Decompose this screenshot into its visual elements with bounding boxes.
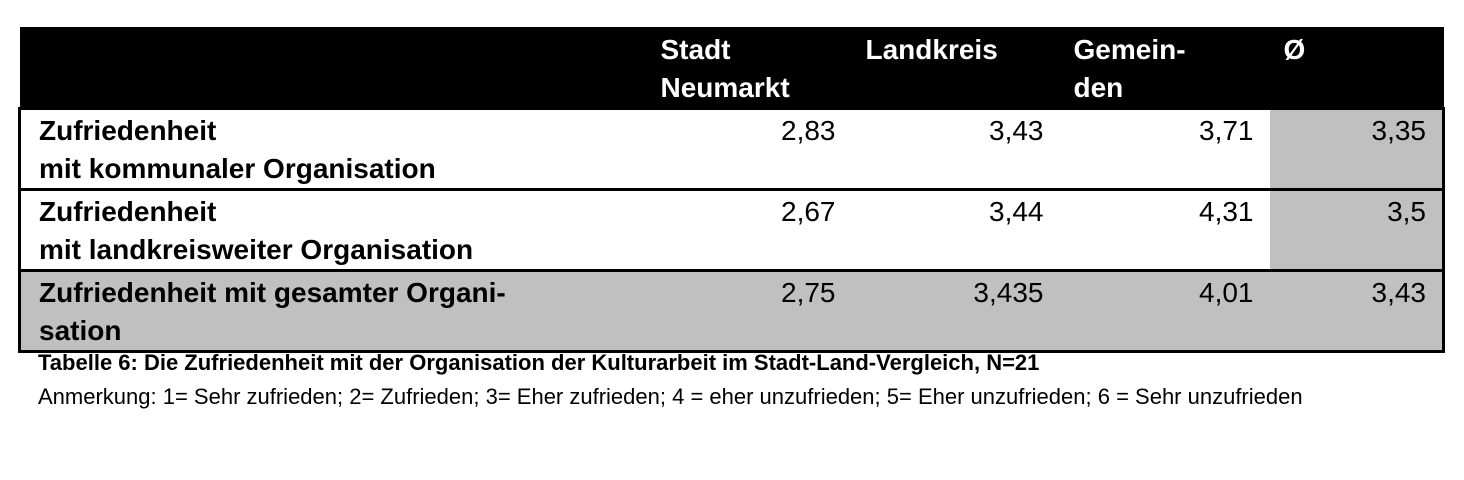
header-row: Stadt Neumarkt Landkreis Gemein- den Ø (19, 27, 1444, 109)
header-cell: Stadt Neumarkt (660, 34, 790, 103)
caption: Tabelle 6: Die Zufriedenheit mit der Org… (38, 348, 1438, 416)
row-label: Zufriedenheit mit gesamter Organi- satio… (39, 277, 506, 346)
row-label: Zufriedenheit mit landkreisweiter Organi… (39, 196, 474, 265)
cell: 3,71 (1199, 115, 1254, 146)
total-row: Zufriedenheit mit gesamter Organi- satio… (19, 270, 1444, 352)
header-cell (20, 27, 647, 109)
avg-cell: 3,5 (1269, 189, 1444, 271)
caption-title: Tabelle 6: Die Zufriedenheit mit der Org… (38, 350, 1040, 375)
avg-cell: 3,35 (1269, 108, 1444, 190)
cell: 2,83 (781, 115, 836, 146)
cell: 3,435 (973, 277, 1044, 308)
header-cell: Landkreis (865, 34, 998, 65)
caption-note: Anmerkung: 1= Sehr zufrieden; 2= Zufried… (38, 384, 1303, 409)
cell: 3,44 (989, 196, 1044, 227)
cell: 4,31 (1199, 196, 1254, 227)
table-head: Stadt Neumarkt Landkreis Gemein- den Ø (19, 27, 1444, 109)
cell: 4,01 (1199, 277, 1254, 308)
cell: 2,67 (781, 196, 836, 227)
header-cell: Gemein- den (1073, 34, 1186, 103)
cell: 3,43 (989, 115, 1044, 146)
table-body: Zufriedenheit mit kommunaler Organisatio… (19, 108, 1444, 352)
cell: 2,75 (781, 277, 836, 308)
table-row: Zufriedenheit mit kommunaler Organisatio… (19, 108, 1444, 190)
data-table: Stadt Neumarkt Landkreis Gemein- den Ø Z… (18, 27, 1445, 353)
row-label: Zufriedenheit mit kommunaler Organisatio… (39, 115, 436, 184)
avg-cell: 3,43 (1371, 277, 1427, 308)
header-cell: Ø (1283, 34, 1306, 65)
table-row: Zufriedenheit mit landkreisweiter Organi… (19, 189, 1444, 271)
